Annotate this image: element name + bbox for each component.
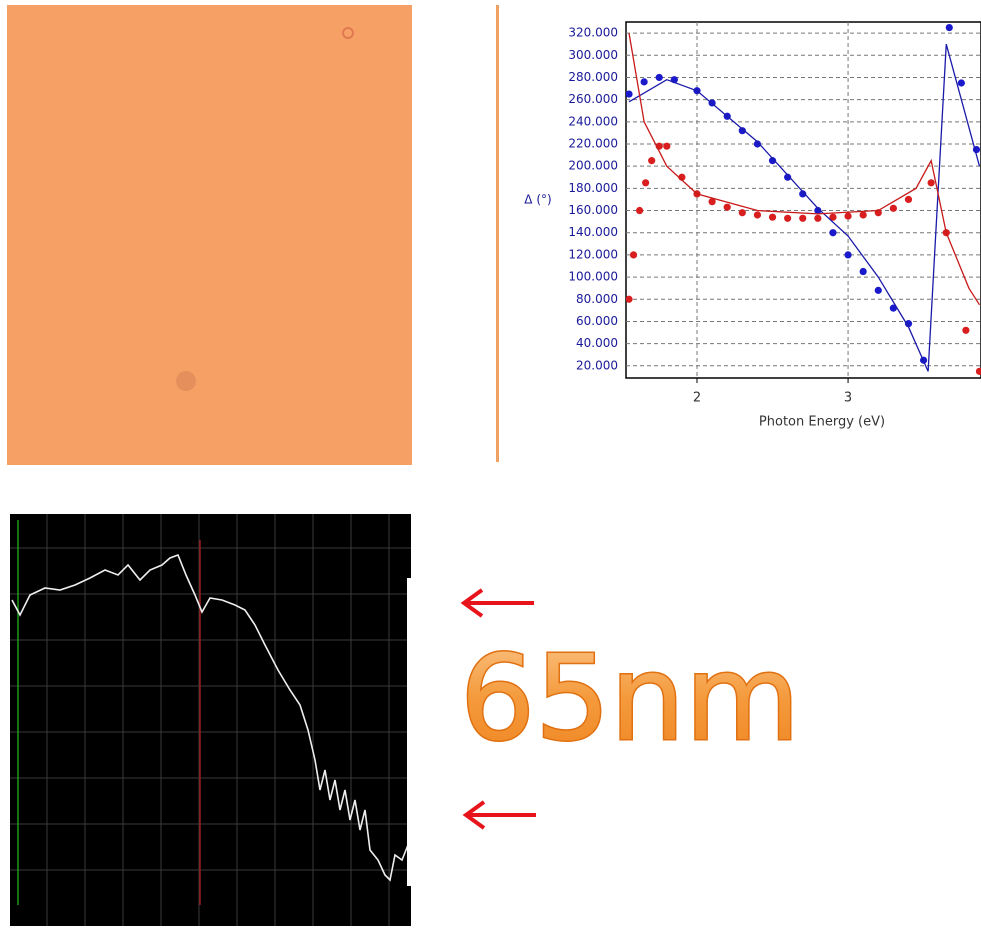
- data-point: [769, 214, 776, 221]
- data-point: [875, 287, 882, 294]
- data-point: [642, 179, 649, 186]
- y-tick-label: 320.000: [568, 26, 618, 40]
- data-point: [724, 204, 731, 211]
- y-tick-label: 280.000: [568, 70, 618, 84]
- particle: [176, 371, 196, 391]
- data-point: [636, 207, 643, 214]
- data-point: [962, 327, 969, 334]
- data-point: [946, 24, 953, 31]
- data-point: [814, 215, 821, 222]
- y-tick-label: 80.000: [576, 292, 618, 306]
- edge: [407, 578, 411, 886]
- plot-area: [626, 22, 981, 378]
- y-tick-label: 40.000: [576, 336, 618, 350]
- y-tick-label: 260.000: [568, 92, 618, 106]
- y-tick-label: 300.000: [568, 48, 618, 62]
- y-tick-label: 240.000: [568, 114, 618, 128]
- y-tick-label: 220.000: [568, 136, 618, 150]
- y-tick-label: 140.000: [568, 225, 618, 239]
- data-point: [799, 215, 806, 222]
- y-tick-label: 100.000: [568, 270, 618, 284]
- data-point: [625, 296, 632, 303]
- data-point: [739, 209, 746, 216]
- data-point: [844, 251, 851, 258]
- data-point: [648, 157, 655, 164]
- data-point: [641, 78, 648, 85]
- y-tick-label: 200.000: [568, 159, 618, 173]
- ellipsometry-chart: Δ (°) Photon Energy (eV) 20.000 40.000 60.…: [524, 22, 981, 430]
- data-point: [663, 143, 670, 150]
- data-point: [860, 268, 867, 275]
- x-tick-label: 3: [844, 391, 852, 406]
- data-point: [656, 74, 663, 81]
- data-point: [754, 211, 761, 218]
- data-point: [928, 179, 935, 186]
- y-tick-label: 20.000: [576, 358, 618, 372]
- data-point: [890, 205, 897, 212]
- data-point: [860, 211, 867, 218]
- y-tick-label: 180.000: [568, 181, 618, 195]
- data-point: [829, 229, 836, 236]
- microscope-image: [7, 5, 412, 465]
- page: Δ (°) Photon Energy (eV) 20.000 40.000 60.…: [0, 0, 981, 926]
- data-point: [625, 90, 632, 97]
- data-point: [784, 215, 791, 222]
- data-point: [905, 196, 912, 203]
- x-tick-label: 2: [693, 391, 701, 406]
- divider: [496, 5, 499, 462]
- y-tick-label: 60.000: [576, 314, 618, 328]
- x-axis-label: Photon Energy (eV): [759, 415, 885, 430]
- y-axis-label: Δ (°): [524, 193, 551, 207]
- y-tick-label: 160.000: [568, 203, 618, 217]
- data-point: [958, 79, 965, 86]
- data-point: [844, 212, 851, 219]
- thickness-label: 65nm: [460, 629, 800, 767]
- data-point: [630, 251, 637, 258]
- y-tick-label: 120.000: [568, 247, 618, 261]
